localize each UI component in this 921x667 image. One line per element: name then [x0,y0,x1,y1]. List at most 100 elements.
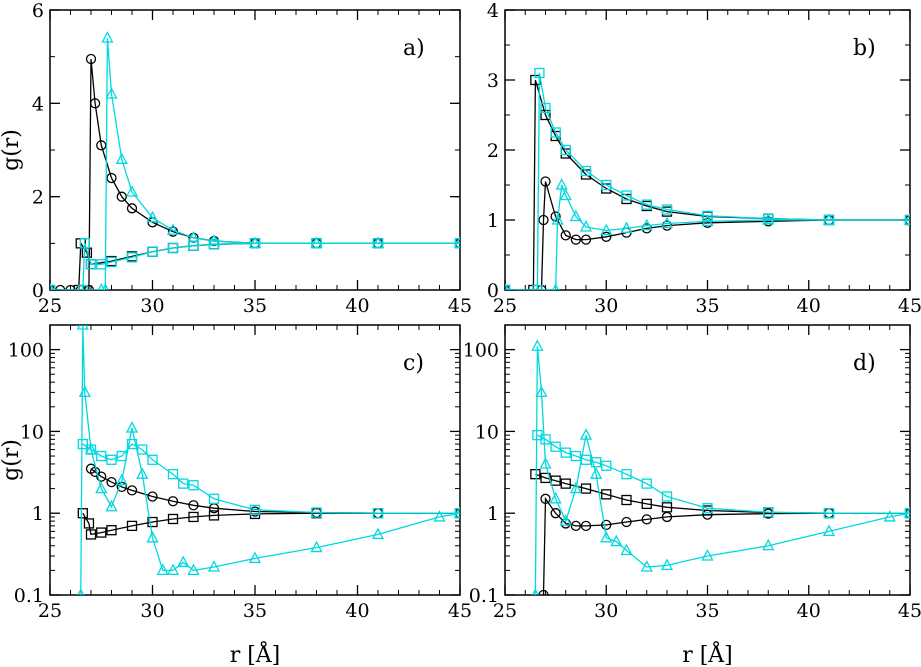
x-tick-label: 30 [594,295,618,317]
y-tick-label: 4 [487,0,499,22]
plot-frame [504,324,911,596]
data-point [531,588,540,595]
x-tick-label: 30 [140,600,164,622]
data-point [207,560,221,572]
series-line-2 [505,181,910,290]
data-point [641,478,652,489]
y-tick-label: 100 [463,340,499,362]
data-point [560,144,571,156]
data-point [569,209,582,222]
data-point [106,476,117,488]
data-point [96,450,107,462]
data-point [540,493,551,504]
data-point [621,516,632,528]
data-point [166,223,180,235]
data-point [601,519,612,531]
data-point [550,211,561,222]
data-point [311,238,322,249]
data-point [76,325,89,330]
series-line-3 [505,72,910,290]
data-point [83,284,95,290]
data-point [372,508,384,519]
data-point [560,230,571,241]
data-point [50,283,54,290]
x-tick-label: 45 [898,295,921,317]
data-point [661,511,673,523]
data-point [550,441,561,452]
data-point [620,543,633,556]
series-line-1 [505,79,910,290]
data-point [702,503,713,514]
data-point [125,421,139,433]
data-point [570,234,582,245]
data-point [822,213,836,225]
data-point [96,259,107,270]
data-point [823,508,835,519]
data-point [601,231,612,242]
data-point [540,102,551,114]
data-point [570,450,582,462]
data-point [115,473,128,486]
data-point [569,481,582,494]
data-point [208,239,220,250]
data-point [454,508,460,519]
data-point [126,520,138,532]
series-line-3 [534,346,910,595]
x-axis-title: r [Å] [230,640,281,667]
data-point [167,242,179,254]
data-point [101,283,109,290]
data-point [640,218,653,231]
data-point [106,256,117,268]
data-point [660,558,674,571]
data-point [641,199,652,210]
data-point [661,491,673,502]
data-point [116,450,127,462]
data-point [147,491,158,502]
data-point [372,238,384,249]
data-point [208,510,220,521]
data-point [538,214,549,226]
data-point [101,31,114,43]
data-point [641,498,652,510]
data-point [590,457,602,468]
x-tick-label: 25 [38,600,62,622]
x-tick-label: 35 [243,600,267,622]
data-point [147,246,158,257]
data-point [505,283,509,290]
data-point [96,140,107,151]
y-tick-label: 1 [487,503,499,525]
series-line-3 [80,325,460,595]
data-point [310,540,323,553]
data-point [85,259,97,270]
data-point [570,520,582,532]
data-point [580,234,592,245]
data-point [702,509,713,520]
panel-3: 25 30 35 40 45 0.1 1 10 100 c) g(r) r [Å] [0,324,472,667]
data-point [136,467,149,479]
data-point [188,240,199,251]
x-tick-label: 45 [448,600,472,622]
series-line-4 [50,242,460,290]
data-point [126,203,138,214]
data-point [147,516,158,528]
data-point [601,179,612,191]
data-point [763,507,774,518]
data-point [89,98,101,109]
data-point [106,172,117,184]
y-axis-title: g(r) [0,439,24,481]
data-point [903,213,910,225]
plot-area [76,325,460,595]
x-tick-label: 25 [493,295,517,317]
data-point [610,534,623,547]
data-point [551,283,560,290]
x-tick-label: 40 [345,295,369,317]
data-point [580,483,592,494]
data-point [105,499,118,512]
panel-2: 25 30 35 40 45 0 1 2 3 4 b) [487,0,921,317]
data-point [904,508,910,519]
data-point [178,478,189,489]
x-tick-label: 25 [38,295,62,317]
x-tick-label: 40 [797,600,821,622]
data-point [187,563,200,576]
